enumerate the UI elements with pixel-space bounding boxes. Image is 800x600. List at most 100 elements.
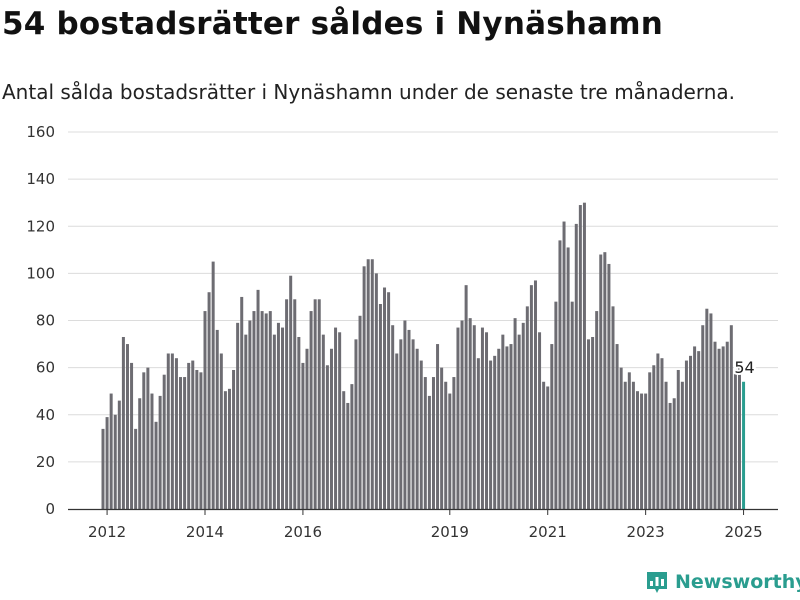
bar xyxy=(415,348,419,509)
x-tick-label: 2023 xyxy=(627,523,665,541)
bar xyxy=(599,254,603,509)
bar xyxy=(195,369,199,509)
annotation: 54 xyxy=(732,356,756,379)
y-tick-label: 40 xyxy=(36,406,55,424)
bar xyxy=(248,320,252,509)
bar xyxy=(721,346,725,509)
y-tick-label: 60 xyxy=(36,359,55,377)
bar xyxy=(574,223,578,510)
bar xyxy=(623,381,627,509)
bar xyxy=(346,402,350,509)
bar xyxy=(374,273,378,509)
bar xyxy=(460,320,464,509)
bar xyxy=(493,355,497,509)
x-axis-ticks: 2012 2014 2016 2019 2021 2023 2025 xyxy=(88,509,763,541)
bar xyxy=(546,386,550,509)
bar xyxy=(142,372,146,509)
bar xyxy=(607,263,611,509)
bar xyxy=(342,391,346,509)
bar xyxy=(701,325,705,509)
bar xyxy=(125,344,129,509)
bar xyxy=(725,341,729,509)
bar xyxy=(236,322,240,509)
bar xyxy=(162,374,166,509)
y-axis-ticks: 0 20 40 60 80 100 120 140 160 xyxy=(26,123,55,518)
bar xyxy=(252,311,256,509)
bar xyxy=(440,367,444,509)
bar xyxy=(109,393,113,509)
y-tick-label: 160 xyxy=(26,123,55,141)
bar xyxy=(391,325,395,509)
bar xyxy=(366,259,370,509)
bar xyxy=(570,301,574,509)
bar xyxy=(321,334,325,509)
bar xyxy=(101,428,105,509)
bar xyxy=(403,320,407,509)
bar xyxy=(578,205,582,509)
bar xyxy=(656,353,660,509)
bar xyxy=(187,362,191,509)
bar xyxy=(676,369,680,509)
bar xyxy=(293,299,297,509)
bar xyxy=(733,367,737,509)
bar xyxy=(399,339,403,509)
bar xyxy=(411,339,415,509)
page-subtitle: Antal sålda bostadsrätter i Nynäshamn un… xyxy=(2,80,736,104)
x-tick-label: 2021 xyxy=(529,523,567,541)
bar xyxy=(717,348,721,509)
bar xyxy=(121,336,125,509)
bar xyxy=(281,327,285,509)
bar xyxy=(329,348,333,509)
bar xyxy=(652,365,656,509)
bar xyxy=(485,332,489,509)
bar xyxy=(199,372,203,509)
bar xyxy=(558,240,562,509)
bar xyxy=(301,362,305,509)
bar xyxy=(150,393,154,509)
bar xyxy=(305,348,309,509)
bar xyxy=(582,202,586,509)
bar xyxy=(260,311,264,509)
x-tick-label: 2019 xyxy=(431,523,469,541)
bar xyxy=(693,346,697,509)
bar xyxy=(697,351,701,509)
bar xyxy=(472,325,476,509)
bar xyxy=(635,391,639,509)
newsworthy-logo-icon xyxy=(647,572,667,593)
bar xyxy=(480,327,484,509)
bar xyxy=(533,280,537,509)
bar xyxy=(627,372,631,509)
bar xyxy=(444,381,448,509)
bar xyxy=(587,339,591,509)
bar xyxy=(448,393,452,509)
bar xyxy=(264,313,268,509)
bar xyxy=(134,428,138,509)
bar xyxy=(325,365,329,509)
bar xyxy=(211,261,215,509)
bar xyxy=(644,393,648,509)
y-tick-label: 0 xyxy=(45,500,55,518)
bar xyxy=(554,301,558,509)
bar xyxy=(334,327,338,509)
bar xyxy=(668,402,672,509)
bar xyxy=(521,322,525,509)
bar xyxy=(464,285,468,509)
bar xyxy=(130,362,134,509)
bar xyxy=(183,377,187,509)
bar xyxy=(489,360,493,509)
bar xyxy=(431,377,435,509)
bar xyxy=(680,381,684,509)
x-tick-label: 2012 xyxy=(88,523,126,541)
bar xyxy=(378,304,382,509)
bar xyxy=(705,308,709,509)
bar xyxy=(313,299,317,509)
bar xyxy=(631,381,635,509)
x-tick-label: 2016 xyxy=(284,523,322,541)
bar xyxy=(611,306,615,509)
bar xyxy=(529,285,533,509)
bar xyxy=(191,360,195,509)
page-title: 54 bostadsrätter såldes i Nynäshamn xyxy=(2,6,664,42)
latest-value-label: 54 xyxy=(734,358,754,377)
bar xyxy=(619,367,623,509)
